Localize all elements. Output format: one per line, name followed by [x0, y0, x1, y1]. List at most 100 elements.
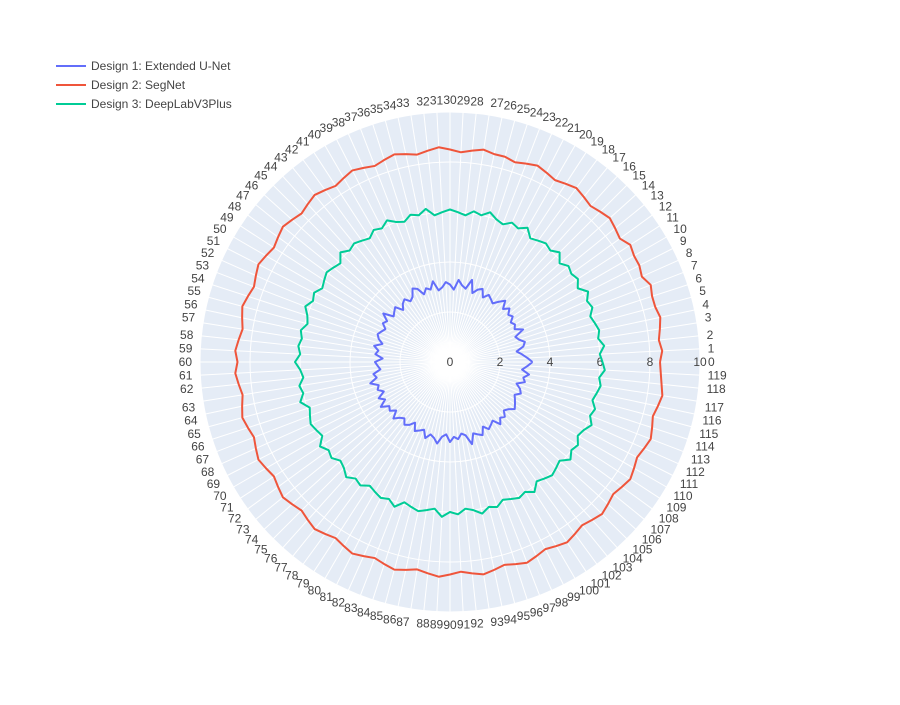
angular-tick-label: 13 [651, 189, 665, 203]
angular-tick-label: 33 [396, 96, 410, 110]
angular-tick-label: 79 [296, 576, 310, 590]
angular-tick-label: 109 [666, 501, 686, 515]
angular-tick-label: 18 [602, 142, 616, 156]
angular-tick-label: 45 [254, 169, 268, 183]
angular-gridline [449, 133, 553, 363]
angular-gridline [449, 184, 628, 363]
radial-tick-label: 8 [647, 355, 654, 369]
angular-gridline [233, 236, 451, 363]
angular-gridline [212, 284, 451, 363]
angular-gridline [449, 361, 653, 510]
angular-gridline [449, 361, 637, 530]
angular-tick-label: 50 [213, 222, 227, 236]
angular-gridline [324, 361, 451, 579]
angular-tick-label: 43 [274, 151, 288, 165]
angular-gridline [336, 361, 451, 585]
series-line [234, 146, 664, 578]
angular-tick-label: 51 [207, 234, 221, 248]
legend-item[interactable]: Design 3: DeepLabV3Plus [56, 94, 232, 113]
angular-tick-label: 75 [254, 542, 268, 556]
angular-gridline [423, 361, 451, 611]
angular-gridline [302, 361, 451, 565]
radial-gridline [349, 261, 551, 463]
angular-tick-label: 15 [632, 169, 646, 183]
angular-gridline [263, 361, 451, 530]
angular-tick-label: 105 [632, 542, 652, 556]
angular-gridline [205, 361, 451, 415]
angular-gridline [313, 152, 451, 363]
angular-tick-label: 57 [182, 311, 196, 325]
angular-gridline [449, 167, 608, 363]
angular-gridline [449, 112, 464, 363]
angular-tick-label: 55 [187, 284, 201, 298]
angular-tick-label: 25 [517, 102, 531, 116]
angular-gridline [449, 361, 660, 499]
angular-gridline [449, 296, 692, 363]
radial-tick-label: 6 [597, 355, 604, 369]
angular-tick-label: 101 [591, 576, 611, 590]
angular-tick-label: 58 [180, 328, 194, 342]
radial-gridline [399, 311, 501, 413]
angular-gridline [200, 361, 451, 376]
angular-gridline [233, 361, 451, 488]
angular-tick-label: 90 [443, 618, 457, 632]
angular-gridline [221, 259, 451, 363]
angular-gridline [449, 361, 645, 520]
angular-tick-label: 39 [320, 121, 334, 135]
angular-gridline [216, 271, 451, 363]
angular-tick-label: 66 [191, 440, 205, 454]
angular-gridline [397, 117, 451, 363]
angular-tick-label: 53 [196, 259, 210, 273]
angular-gridline [449, 361, 692, 428]
series-line [369, 278, 534, 446]
angular-gridline [449, 361, 598, 565]
angular-gridline [347, 361, 451, 591]
angular-gridline [313, 361, 451, 572]
angular-gridline [201, 361, 451, 389]
angular-tick-label: 106 [642, 533, 662, 547]
angular-tick-label: 52 [201, 246, 215, 260]
angular-tick-label: 104 [623, 552, 643, 566]
angular-gridline [384, 361, 451, 604]
angular-gridline [449, 152, 587, 363]
angular-tick-label: 6 [695, 271, 702, 285]
angular-gridline [449, 361, 541, 596]
angular-tick-label: 29 [457, 93, 471, 107]
angular-gridline [247, 361, 451, 510]
angular-tick-label: 91 [457, 618, 471, 632]
angular-tick-label: 47 [236, 189, 250, 203]
angular-gridline [449, 361, 628, 540]
angular-tick-label: 115 [699, 427, 718, 441]
legend-item[interactable]: Design 2: SegNet [56, 75, 232, 94]
angular-tick-label: 19 [591, 135, 605, 149]
angular-gridline [449, 159, 598, 363]
legend-swatch [56, 102, 86, 105]
angular-tick-label: 117 [705, 400, 724, 414]
angular-gridline [247, 214, 451, 363]
angular-gridline [255, 204, 451, 363]
angular-gridline [449, 361, 553, 591]
legend-item[interactable]: Design 1: Extended U-Net [56, 56, 232, 75]
angular-gridline [449, 361, 464, 612]
angular-tick-label: 11 [666, 211, 679, 225]
angular-tick-label: 8 [686, 246, 693, 260]
legend-label: Design 3: DeepLabV3Plus [91, 96, 232, 111]
angular-tick-label: 68 [201, 465, 215, 479]
legend[interactable]: Design 1: Extended U-Net Design 2: SegNet… [56, 56, 232, 113]
angular-tick-label: 24 [530, 106, 544, 120]
angular-tick-label: 27 [490, 96, 504, 110]
angular-gridline [449, 361, 587, 572]
angular-tick-label: 0 [708, 355, 715, 369]
angular-tick-label: 111 [680, 477, 699, 491]
radial-tick-label: 10 [693, 355, 707, 369]
angular-tick-label: 69 [207, 477, 221, 491]
angular-tick-label: 114 [695, 440, 714, 454]
angular-tick-label: 64 [184, 414, 198, 428]
angular-gridline [449, 361, 688, 440]
angular-gridline [449, 113, 477, 363]
angular-tick-label: 113 [691, 453, 710, 467]
angular-tick-label: 89 [430, 618, 444, 632]
angular-tick-label: 10 [673, 222, 687, 236]
angular-gridline [449, 309, 695, 363]
